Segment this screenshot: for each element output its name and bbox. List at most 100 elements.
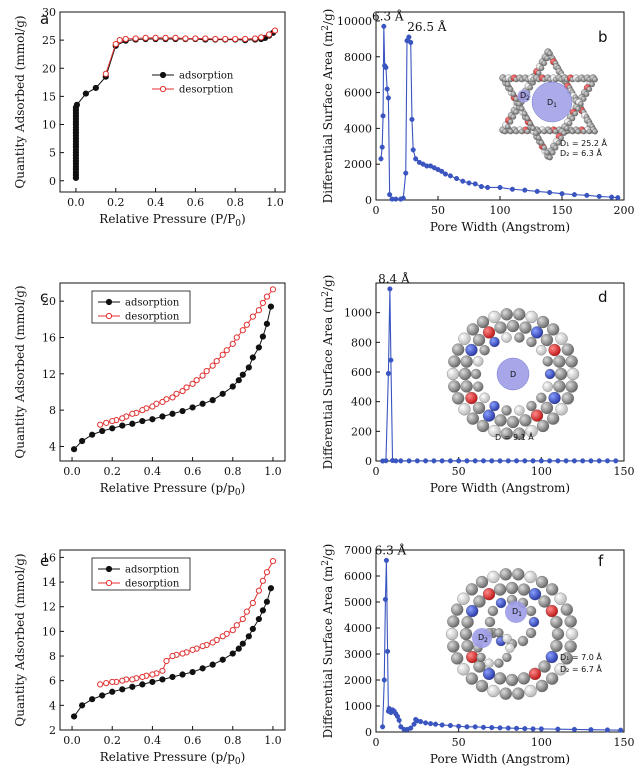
atom [494,414,507,427]
data-point [418,719,424,725]
atom [466,650,479,664]
plot-frame [59,282,286,462]
data-point-adsorption [219,656,226,663]
atom [512,568,525,581]
atom [513,109,519,115]
data-point-desorption [249,599,256,607]
data-point-desorption [239,327,246,334]
data-point-desorption [172,34,179,41]
data-point-desorption [219,633,226,640]
atom [526,336,537,348]
atom [505,643,515,653]
data-point-desorption [259,577,267,584]
legend-entry: adsorption [125,565,180,576]
atom [575,128,581,135]
atom [553,380,566,393]
x-tick-label: 200 [614,204,635,217]
data-point [393,458,399,464]
data-point [588,458,594,464]
x-tick-label: 0.2 [107,196,125,209]
data-point [384,86,390,92]
atom [536,392,547,403]
atom [476,419,490,433]
atom [525,310,538,324]
y-tick-label: 20 [42,295,56,308]
y-tick-label: 14 [42,576,56,589]
y-tick-label: 800 [351,336,372,349]
series-line-desorption [105,30,276,75]
data-point-desorption [265,31,273,38]
plot-frame [375,549,625,733]
y-tick-label: 0 [365,194,372,207]
atom [572,110,579,117]
atom [525,627,537,639]
y-tick-label: 6000 [344,87,372,100]
y-axis-label: Differential Surface Area (m2/g) [321,275,335,470]
pore-circle-d2 [517,89,531,103]
atom [524,128,531,135]
data-point-desorption [189,380,196,387]
atom [530,409,544,422]
data-point-desorption [259,299,267,307]
x-axis-label: Pore Width (Angstrom) [430,752,570,766]
atom [525,605,537,617]
atom [473,595,486,608]
atom [460,380,473,393]
data-point-desorption [252,35,259,42]
data-point [538,458,544,464]
atom [482,588,496,601]
atom [476,652,486,663]
data-point-desorption [119,677,126,684]
data-point [447,173,453,179]
data-point [460,178,466,184]
peak-annotation: 6.3 Å [372,8,404,23]
data-point-desorption [242,35,249,43]
data-point [505,458,511,464]
x-tick-label: 0.4 [144,734,162,747]
chart-panel-f: 0 50 100 150 0 1000 2000 3000 4000 5000 6000 7000 Po… [321,542,635,766]
chart-panel-e: 0.0 0.2 0.4 0.6 0.8 1.0 2 4 6 8 10 12 14 16 Relative P… [13,549,286,767]
data-point-adsorption [209,661,216,668]
data-point [485,184,491,191]
data-point-desorption [169,652,176,660]
atom [553,355,566,368]
data-point-desorption [239,615,246,623]
atom [494,658,504,668]
data-point-adsorption [159,676,166,683]
atom [566,120,573,127]
data-point [380,724,386,730]
data-point-adsorption [235,645,242,652]
x-tick-label: 1.0 [266,196,284,209]
inset-line-2: D₂ = 6.7 Å [560,663,602,674]
atom [516,101,522,107]
atom [501,332,512,343]
atom [488,424,501,438]
data-point-adsorption [235,377,242,384]
data-point-adsorption [267,585,275,592]
x-tick-label: 0.8 [224,734,242,747]
data-point-desorption [169,394,176,401]
atom [551,627,565,641]
data-point [406,458,412,464]
y-tick-label: 10000 [337,15,372,28]
y-tick-label: 4000 [344,622,372,635]
inset-line-1: D₁ = 7.0 Å [560,651,602,662]
atom [445,627,459,641]
y-tick-label: 20 [42,62,56,75]
data-point-desorption [103,419,110,426]
data-point-desorption [203,367,210,375]
atom [488,310,501,324]
data-point [414,458,420,464]
chart-panel-c: 0.0 0.2 0.4 0.6 0.8 1.0 4 8 12 16 20 Relative Press… [13,282,286,498]
pore-circle-d1 [531,81,573,123]
atom [524,115,531,122]
atom [535,575,549,589]
atom [452,343,465,356]
data-point [387,286,393,292]
plot-frame [59,549,286,731]
atom [513,427,526,440]
atom [540,333,554,347]
x-tick-label: 50 [452,465,466,478]
data-point [456,723,462,729]
